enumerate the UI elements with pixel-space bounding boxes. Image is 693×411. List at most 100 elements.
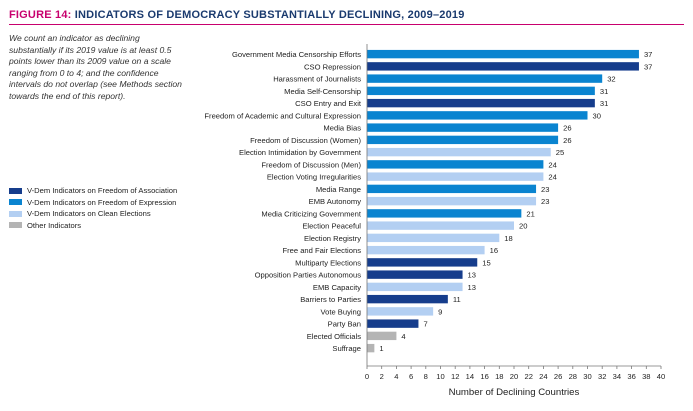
category-label: Party Ban — [328, 320, 361, 329]
bar — [367, 282, 463, 292]
x-tick-label: 28 — [569, 372, 577, 381]
x-tick-label: 38 — [642, 372, 650, 381]
data-label: 24 — [548, 173, 556, 182]
legend-item-association: V-Dem Indicators on Freedom of Associati… — [9, 185, 177, 197]
data-label: 1 — [379, 344, 383, 353]
category-label: Free and Fair Elections — [282, 246, 361, 255]
legend-swatch — [9, 199, 22, 206]
data-label: 23 — [541, 197, 549, 206]
category-label: Election Registry — [304, 234, 361, 243]
data-label: 9 — [438, 307, 442, 316]
x-tick-label: 30 — [583, 372, 591, 381]
category-label: Election Peaceful — [302, 222, 361, 231]
legend-label: V-Dem Indicators on Clean Elections — [27, 209, 151, 219]
title-rule — [9, 24, 684, 25]
category-label: Freedom of Discussion (Men) — [261, 160, 361, 169]
legend-item-other: Other Indicators — [9, 220, 177, 232]
category-label: Media Self-Censorship — [284, 87, 361, 96]
data-label: 24 — [548, 160, 556, 169]
data-label: 26 — [563, 124, 571, 133]
category-label: Suffrage — [332, 344, 361, 353]
data-label: 37 — [644, 62, 652, 71]
data-label: 11 — [453, 295, 461, 304]
figure-title-text: INDICATORS OF DEMOCRACY SUBSTANTIALLY DE… — [74, 9, 465, 21]
bar — [367, 160, 544, 169]
bar — [367, 172, 544, 181]
x-tick-label: 16 — [480, 372, 488, 381]
category-label: Vote Buying — [320, 307, 361, 316]
x-tick-label: 22 — [524, 372, 532, 381]
bar — [367, 123, 559, 132]
x-tick-label: 4 — [394, 372, 398, 381]
bar — [367, 331, 397, 341]
x-tick-label: 32 — [598, 372, 606, 381]
bar — [367, 343, 375, 353]
legend-swatch — [9, 210, 22, 217]
data-label: 31 — [600, 99, 608, 108]
category-label: Media Criticizing Government — [261, 209, 361, 218]
x-tick-label: 8 — [424, 372, 428, 381]
data-label: 20 — [519, 222, 527, 231]
category-label: Harassment of Journalists — [273, 75, 361, 84]
x-tick-label: 40 — [657, 372, 665, 381]
x-tick-label: 18 — [495, 372, 503, 381]
x-tick-label: 6 — [409, 372, 413, 381]
data-label: 13 — [468, 271, 476, 280]
category-label: Government Media Censorship Efforts — [232, 50, 361, 59]
bar — [367, 135, 559, 145]
data-label: 18 — [504, 234, 512, 243]
figure-title: FIGURE 14: INDICATORS OF DEMOCRACY SUBST… — [9, 9, 465, 21]
x-tick-label: 12 — [451, 372, 459, 381]
data-label: 37 — [644, 50, 652, 59]
bar — [367, 49, 639, 59]
category-label: Election Voting Irregularities — [267, 173, 361, 182]
bar — [367, 184, 537, 194]
legend-item-elections: V-Dem Indicators on Clean Elections — [9, 208, 177, 220]
bar — [367, 86, 595, 96]
x-tick-label: 24 — [539, 372, 547, 381]
bar — [367, 307, 434, 316]
legend-swatch — [9, 187, 22, 194]
x-tick-label: 2 — [380, 372, 384, 381]
x-tick-label: 26 — [554, 372, 562, 381]
data-label: 15 — [482, 258, 490, 267]
chart-legend: V-Dem Indicators on Freedom of Associati… — [9, 185, 177, 231]
category-label: CSO Entry and Exit — [295, 99, 362, 108]
data-label: 26 — [563, 136, 571, 145]
x-tick-label: 34 — [613, 372, 621, 381]
data-label: 30 — [593, 111, 601, 120]
bar — [367, 319, 419, 328]
x-axis-title: Number of Declining Countries — [449, 387, 580, 398]
category-label: Elected Officials — [307, 332, 362, 341]
data-label: 21 — [526, 209, 534, 218]
bar — [367, 245, 485, 255]
data-label: 23 — [541, 185, 549, 194]
category-label: EMB Capacity — [313, 283, 361, 292]
data-label: 25 — [556, 148, 564, 157]
category-label: Opposition Parties Autonomous — [255, 271, 362, 280]
bar — [367, 62, 639, 71]
x-tick-label: 14 — [466, 372, 474, 381]
bar — [367, 221, 514, 230]
category-label: Barriers to Parties — [300, 295, 361, 304]
bar — [367, 258, 478, 267]
category-label: Multiparty Elections — [295, 258, 361, 267]
bar — [367, 147, 551, 157]
category-label: Freedom of Discussion (Women) — [250, 136, 361, 145]
legend-label: V-Dem Indicators on Freedom of Associati… — [27, 186, 178, 196]
category-label: Election Intimidation by Government — [239, 148, 362, 157]
bar — [367, 111, 588, 120]
category-label: Media Bias — [323, 124, 361, 133]
category-label: EMB Autonomy — [309, 197, 362, 206]
data-label: 16 — [490, 246, 498, 255]
x-tick-label: 0 — [365, 372, 369, 381]
x-tick-label: 10 — [436, 372, 444, 381]
bar — [367, 196, 537, 206]
bar — [367, 294, 448, 304]
method-note: We count an indicator as declining subst… — [9, 33, 182, 101]
category-label: Freedom of Academic and Cultural Express… — [204, 111, 361, 120]
x-tick-label: 36 — [627, 372, 635, 381]
bar — [367, 74, 603, 83]
bar — [367, 98, 595, 108]
